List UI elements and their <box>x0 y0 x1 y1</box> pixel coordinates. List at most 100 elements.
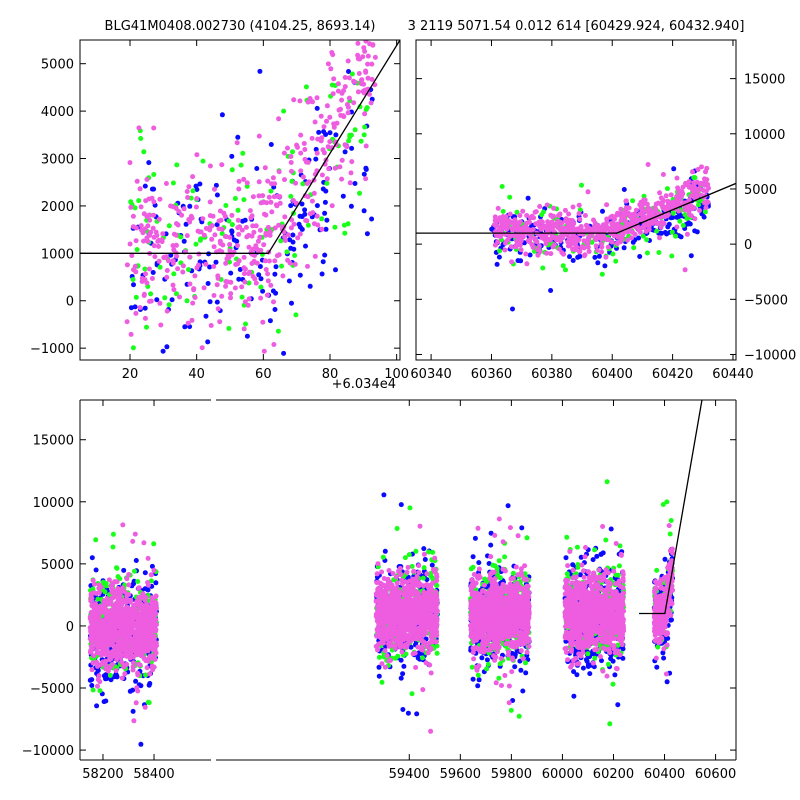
data-point <box>240 150 246 156</box>
data-point <box>589 226 595 232</box>
data-point <box>469 664 475 670</box>
data-point <box>139 279 145 284</box>
data-point <box>703 201 709 207</box>
data-point <box>536 243 542 249</box>
data-point <box>482 576 488 582</box>
data-point <box>662 556 668 562</box>
data-point <box>666 221 672 227</box>
data-point <box>475 672 481 678</box>
data-point <box>381 492 387 498</box>
data-point <box>644 201 650 207</box>
data-point <box>213 182 219 188</box>
data-point <box>264 200 270 206</box>
data-point <box>102 589 108 595</box>
data-point <box>300 174 306 180</box>
data-point <box>655 644 661 650</box>
data-point <box>153 580 159 586</box>
data-point <box>148 291 154 297</box>
data-point <box>294 142 300 148</box>
data-point <box>209 223 215 229</box>
data-point <box>158 322 164 328</box>
data-point <box>621 187 627 192</box>
data-point <box>641 193 647 199</box>
data-point <box>428 573 434 579</box>
data-point <box>488 530 494 536</box>
data-point <box>498 234 503 240</box>
data-point <box>645 222 651 228</box>
data-point <box>352 181 358 186</box>
data-point <box>181 238 187 244</box>
data-point <box>666 212 671 217</box>
data-point <box>253 280 259 286</box>
data-point <box>217 319 223 325</box>
data-point <box>599 658 604 664</box>
data-point <box>324 103 330 109</box>
data-point <box>662 207 668 213</box>
data-point <box>304 181 310 187</box>
data-point <box>429 562 435 568</box>
data-point <box>492 222 497 228</box>
data-point <box>662 214 668 220</box>
data-point <box>128 305 134 311</box>
data-point <box>560 263 566 269</box>
data-point <box>585 651 591 657</box>
data-point <box>361 171 367 177</box>
data-point <box>205 281 211 286</box>
data-point <box>618 217 624 223</box>
data-point <box>623 198 629 204</box>
data-point <box>203 261 209 267</box>
x-tick-label: 20 <box>122 367 139 382</box>
data-point <box>264 292 270 298</box>
plot-frame <box>415 39 737 361</box>
data-point <box>241 271 247 277</box>
data-point <box>130 224 136 230</box>
data-point <box>108 677 114 683</box>
data-point <box>302 211 308 217</box>
data-point <box>398 675 404 681</box>
data-point <box>658 195 664 201</box>
data-point <box>667 531 673 537</box>
data-point <box>147 217 153 223</box>
data-point <box>518 667 524 673</box>
data-point <box>314 105 320 111</box>
data-point <box>577 231 583 237</box>
data-point <box>402 555 408 561</box>
data-point <box>207 299 213 305</box>
data-point <box>236 276 242 282</box>
data-point <box>570 258 576 263</box>
data-point <box>235 261 240 267</box>
data-point <box>486 561 492 566</box>
data-point <box>256 133 262 139</box>
data-point <box>271 194 277 200</box>
data-point <box>275 328 281 334</box>
data-point <box>247 269 253 275</box>
data-point <box>95 596 101 602</box>
data-point <box>215 306 221 312</box>
data-point <box>156 237 162 243</box>
data-point <box>549 233 555 239</box>
data-point <box>582 252 588 258</box>
data-point <box>507 211 513 217</box>
data-point <box>124 319 130 325</box>
data-point <box>181 206 187 212</box>
data-point <box>328 66 334 72</box>
data-point <box>620 646 626 652</box>
data-point <box>207 264 213 270</box>
data-point <box>136 198 142 204</box>
model-curve <box>80 40 400 254</box>
data-point <box>131 581 136 587</box>
data-point <box>133 294 139 300</box>
data-point <box>652 205 658 211</box>
data-point <box>101 699 107 705</box>
data-point <box>355 56 361 62</box>
data-point <box>174 221 179 227</box>
data-point <box>332 165 338 171</box>
data-point <box>517 213 523 218</box>
data-point <box>342 84 348 90</box>
data-point <box>95 668 101 673</box>
data-point <box>349 71 355 77</box>
data-point <box>143 271 149 277</box>
data-point <box>146 196 152 202</box>
data-point <box>253 223 259 229</box>
data-point <box>241 197 247 203</box>
